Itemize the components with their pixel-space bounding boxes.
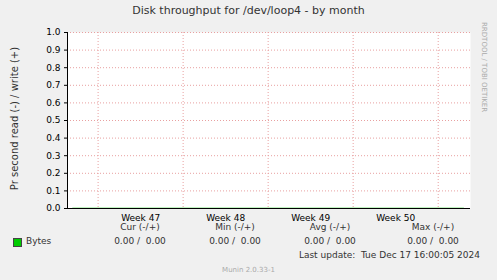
svg-text:Week 50: Week 50: [376, 213, 415, 223]
html-text:Pr second read (-) / write (+): Pr second read (-) / write (+): [8, 46, 20, 191]
svg-text:0.0: 0.0: [46, 203, 61, 213]
svg-text:0.2: 0.2: [46, 168, 60, 178]
svg-text:Week 49: Week 49: [291, 213, 330, 223]
svg-text:0.1: 0.1: [46, 186, 60, 196]
html-text:Min (-/+): Min (-/+): [215, 222, 255, 232]
svg-text:Week 47: Week 47: [121, 213, 160, 223]
html-text:Last update: Tue Dec 17 16:00:: Last update: Tue Dec 17 16:00:05 2024: [298, 250, 480, 260]
svg-text:0.9: 0.9: [46, 45, 61, 55]
html-text:Disk throughput for /dev/loop4: Disk throughput for /dev/loop4 - by mont…: [132, 4, 365, 17]
html-text:0.00 / 0.00: 0.00 / 0.00: [407, 236, 459, 246]
html-text:0.00 / 0.00: 0.00 / 0.00: [114, 236, 166, 246]
svg-text:1.0: 1.0: [46, 27, 61, 37]
svg-text:0.6: 0.6: [46, 98, 61, 108]
html-text:0.00 / 0.00: 0.00 / 0.00: [209, 236, 261, 246]
svg-text:0.8: 0.8: [46, 63, 61, 73]
svg-text:0.5: 0.5: [46, 115, 60, 125]
svg-text:0.7: 0.7: [46, 80, 60, 90]
html-text:Avg (-/+): Avg (-/+): [309, 222, 351, 232]
svg-text:0.3: 0.3: [46, 151, 60, 161]
html-text:Bytes: Bytes: [26, 236, 52, 246]
html-text:RRDTOOL / TOBI OETIKER: RRDTOOL / TOBI OETIKER: [480, 22, 488, 113]
html-text:Max (-/+): Max (-/+): [411, 222, 455, 232]
html-text:0.00 / 0.00: 0.00 / 0.00: [304, 236, 356, 246]
svg-text:0.4: 0.4: [46, 133, 61, 143]
svg-text:Week 48: Week 48: [206, 213, 245, 223]
html-text:Cur (-/+): Cur (-/+): [120, 222, 160, 232]
html-text:Munin 2.0.33-1: Munin 2.0.33-1: [222, 266, 275, 274]
